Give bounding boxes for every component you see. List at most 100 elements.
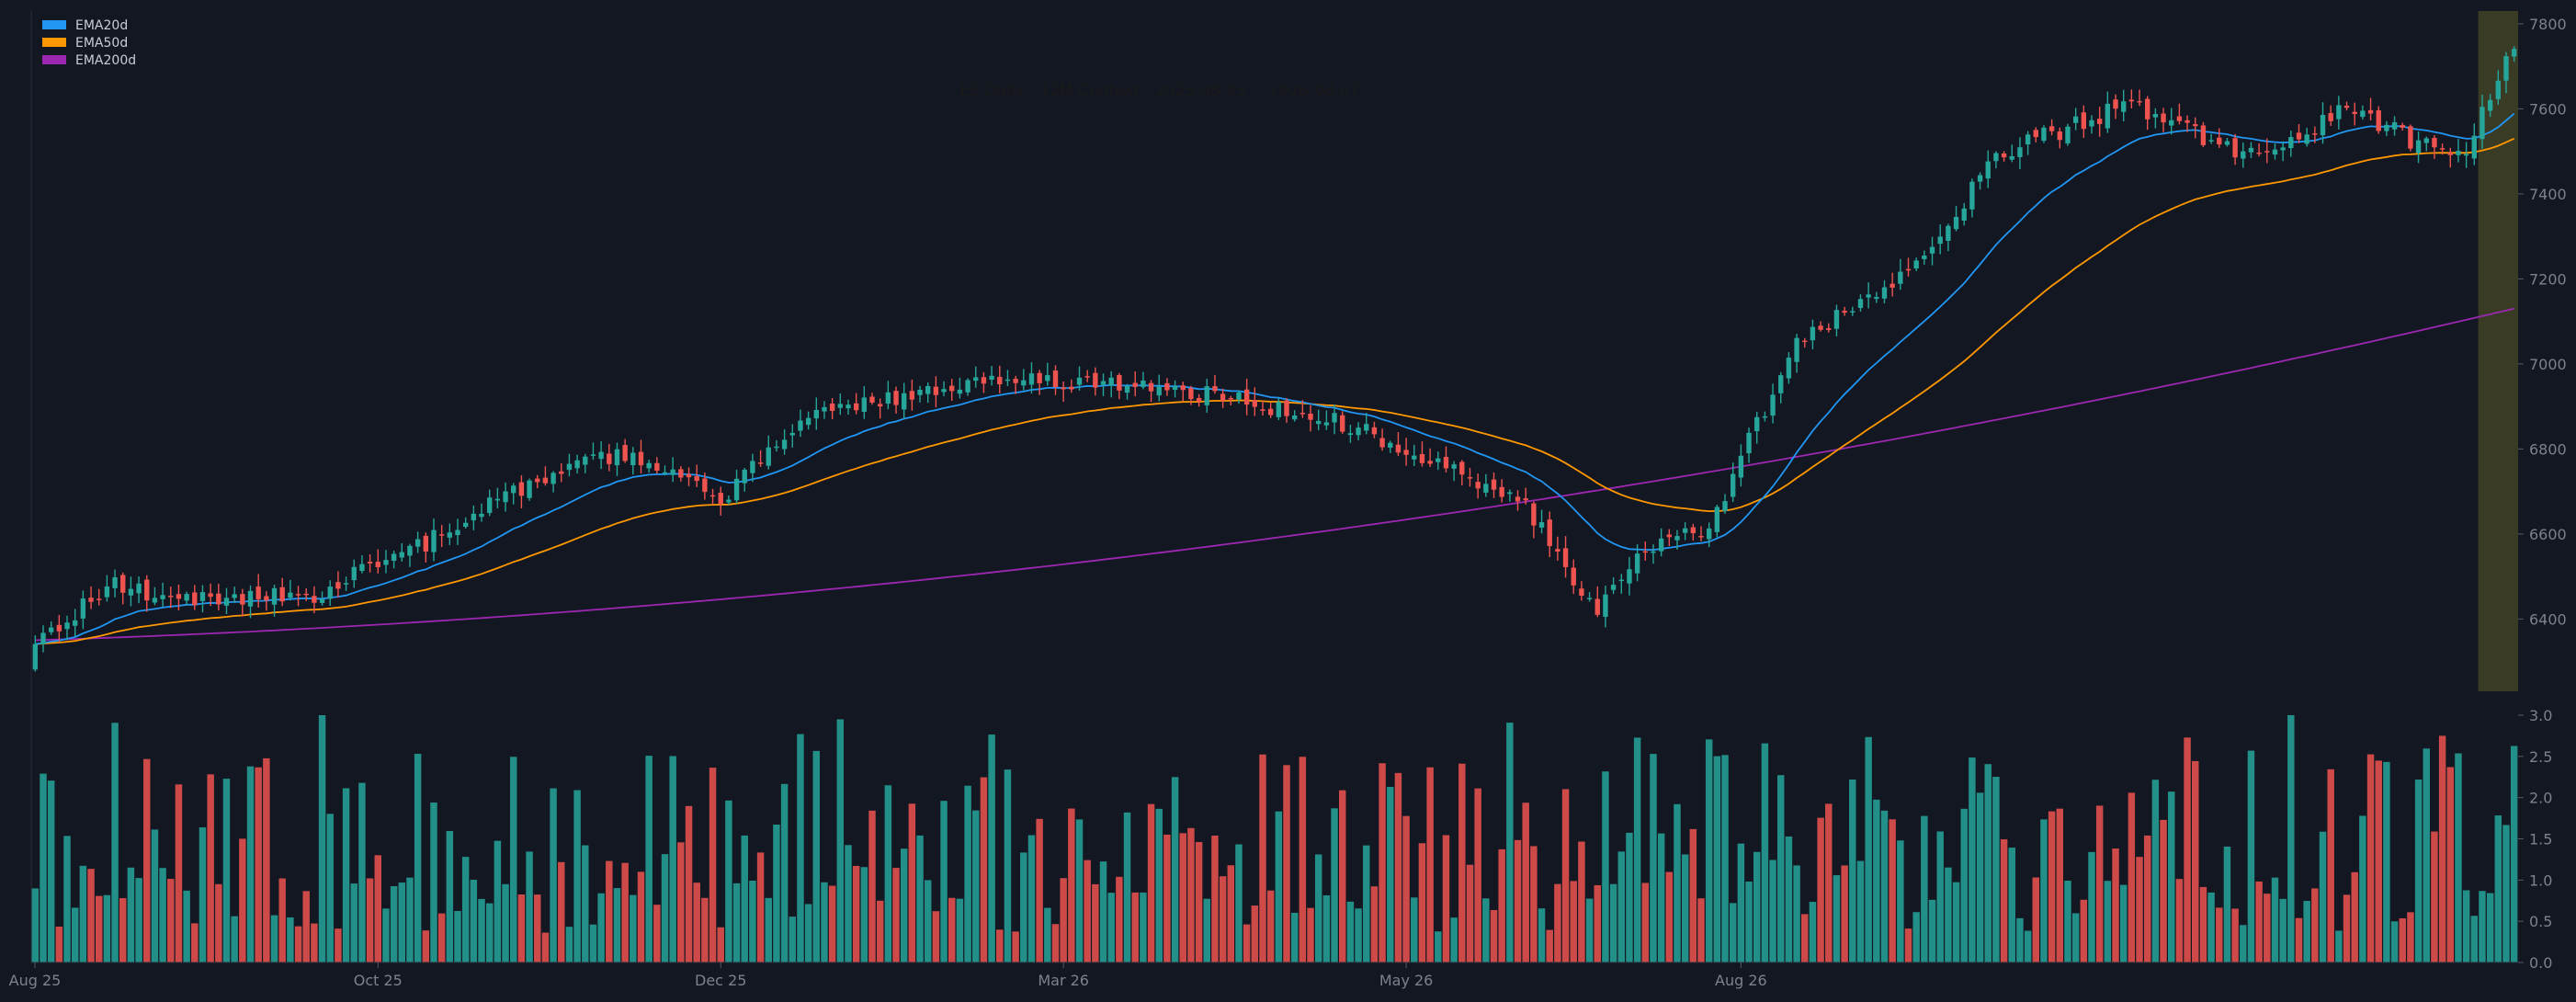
candle-body [1618, 579, 1624, 582]
candle [1666, 529, 1673, 546]
candle [822, 401, 827, 419]
volume-bar [231, 916, 238, 962]
candle [288, 579, 293, 601]
candle-body [128, 588, 134, 596]
candle [1898, 258, 1903, 290]
volume-bar [87, 869, 95, 962]
candle [583, 453, 588, 473]
candle [2193, 117, 2198, 139]
candle-body [1802, 340, 1808, 343]
ema50-line [35, 137, 2515, 645]
candle [1037, 370, 1042, 395]
candle-body [1180, 385, 1186, 391]
volume-bar [1466, 864, 1474, 962]
candle-body [1682, 528, 1688, 533]
candle [2169, 108, 2174, 135]
volume-bar [2032, 877, 2040, 962]
candle [902, 382, 907, 419]
volume-bar [1211, 835, 1219, 962]
volume-bar [2271, 877, 2279, 962]
volume-bar [143, 758, 151, 962]
volume-bar [2199, 886, 2207, 962]
candle-body [1212, 386, 1218, 392]
candle-body [2296, 132, 2302, 140]
candle [2432, 135, 2437, 159]
volume-bar [1817, 817, 1824, 962]
candle [789, 424, 795, 448]
candle-body [312, 596, 317, 603]
volume-bar [1522, 803, 1529, 962]
candle [893, 386, 899, 414]
candle [2352, 102, 2357, 126]
volume-bar [1370, 886, 1379, 962]
volume-bar [1833, 875, 1841, 962]
candle [2511, 46, 2517, 62]
volume-bar [1674, 803, 1681, 962]
candle [2232, 133, 2238, 165]
volume-bar [239, 838, 246, 962]
candle-body [359, 564, 365, 572]
candle-body [781, 439, 788, 450]
candle [1013, 375, 1018, 394]
candle [152, 586, 158, 606]
candle-body [383, 560, 389, 565]
candle-body [80, 598, 86, 619]
candle-body [1172, 385, 1178, 391]
candle [1651, 544, 1656, 564]
candle-body [2415, 140, 2422, 154]
candle [1610, 577, 1617, 595]
candle-body [1651, 551, 1656, 553]
volume-bar [1435, 931, 1442, 962]
candle [2001, 151, 2007, 162]
volume-bar [103, 894, 111, 962]
volume-bar [1299, 757, 1307, 962]
candle [1323, 410, 1330, 430]
candle-body [757, 462, 764, 464]
candle [654, 457, 660, 474]
candle [1538, 509, 1545, 534]
volume-tick-label: 1.0 [2529, 871, 2552, 889]
volume-bar [1044, 907, 1051, 962]
volume-bar [2264, 894, 2271, 962]
candle-body [829, 404, 835, 411]
candle [1379, 428, 1385, 451]
candle [1929, 236, 1935, 266]
candle [1308, 404, 1313, 432]
candle [240, 588, 245, 617]
candle [2200, 121, 2207, 147]
candle-body [798, 420, 803, 431]
candle-body [1260, 409, 1265, 411]
candle-body [1810, 326, 1816, 341]
candle-body [885, 392, 891, 404]
candle [1267, 403, 1274, 418]
candle [2161, 108, 2166, 132]
volume-bar [717, 927, 724, 962]
candle-body [1028, 373, 1035, 385]
candle [1913, 257, 1919, 271]
volume-bar [836, 719, 845, 962]
candle-body [1436, 458, 1441, 462]
candle [1491, 472, 1497, 498]
candle-body [1276, 402, 1282, 417]
volume-bar [685, 805, 693, 962]
volume-bar [40, 773, 47, 962]
volume-bar [845, 845, 852, 962]
volume-bar [1921, 815, 1928, 962]
volume-bar [860, 867, 868, 962]
volume-bar [1992, 776, 2000, 962]
candle [303, 587, 309, 601]
volume-bar [1713, 756, 1721, 962]
candle [1076, 366, 1083, 391]
candle-body [494, 498, 501, 501]
volume-bar [1203, 898, 1211, 962]
legend-swatch [42, 55, 66, 64]
candle [1698, 526, 1704, 541]
candle [2503, 51, 2509, 94]
price-tick-label: 6400 [2529, 610, 2567, 628]
candle-body [1706, 528, 1712, 540]
candle [1164, 378, 1170, 396]
candle [2471, 123, 2477, 165]
volume-bar [183, 890, 190, 962]
volume-bar [573, 790, 581, 962]
volume-bar [1107, 893, 1115, 962]
